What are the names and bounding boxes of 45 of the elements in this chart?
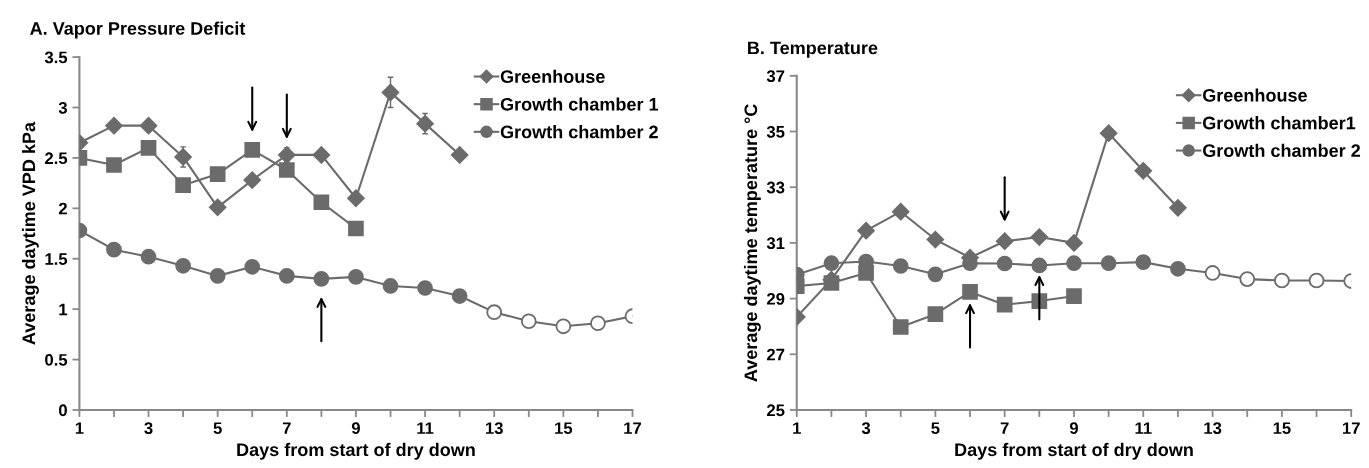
- legend-label: Greenhouse: [1202, 88, 1307, 102]
- y-tick-label: 35: [766, 125, 785, 138]
- chart-title: B. Temperature: [748, 41, 878, 58]
- x-tick-label: 3: [144, 422, 153, 435]
- x-tick-label: 15: [1273, 422, 1291, 435]
- y-tick-label: 29: [766, 292, 785, 305]
- chart-title: A. Vapor Pressure Deficit: [30, 21, 246, 39]
- y-tick-label: 0.5: [45, 353, 68, 366]
- x-tick-label: 9: [351, 422, 360, 435]
- y-tick-label: 31: [766, 237, 785, 250]
- y-tick-label: 27: [766, 348, 785, 361]
- x-tick-label: 13: [1204, 422, 1222, 435]
- x-tick-label: 17: [1342, 422, 1360, 434]
- y-axis-title: Average daytime temperature °C: [743, 104, 761, 382]
- y-tick-label: 33: [766, 181, 785, 194]
- y-tick-label: 0: [58, 404, 67, 417]
- x-axis-title: Days from start of dry down: [237, 442, 475, 460]
- x-tick-label: 9: [1069, 422, 1078, 435]
- y-tick-label: 25: [766, 404, 785, 417]
- x-tick-label: 13: [485, 422, 503, 435]
- y-axis-title: Average daytime VPD kPa: [21, 121, 39, 345]
- x-axis-title: Days from start of dry down: [955, 442, 1193, 460]
- y-tick-label: 3: [58, 101, 67, 114]
- legend-label: Greenhouse: [500, 69, 605, 83]
- y-tick-label: 1: [59, 303, 68, 316]
- y-tick-label: 1.5: [45, 253, 68, 265]
- legend-label: Growth chamber 2: [500, 125, 658, 139]
- legend-label: Growth chamber1: [1202, 116, 1356, 130]
- x-tick-label: 3: [861, 422, 871, 435]
- x-tick-label: 5: [213, 422, 222, 435]
- legend-label: Growth chamber 1: [500, 97, 659, 111]
- x-tick-label: 7: [282, 422, 291, 434]
- y-tick-label: 2.5: [45, 152, 68, 165]
- x-tick-label: 11: [417, 422, 434, 434]
- x-tick-label: 1: [75, 422, 84, 434]
- y-tick-label: 2: [58, 202, 67, 215]
- x-tick-label: 5: [931, 422, 940, 435]
- x-tick-label: 11: [1135, 422, 1152, 434]
- x-tick-label: 17: [624, 422, 642, 434]
- legend-label: Growth chamber 2: [1202, 143, 1361, 158]
- x-tick-label: 7: [1000, 422, 1009, 434]
- x-tick-label: 1: [793, 422, 801, 434]
- y-tick-label: 37: [766, 70, 785, 83]
- y-tick-label: 3.5: [44, 51, 68, 64]
- x-tick-label: 15: [555, 422, 573, 435]
